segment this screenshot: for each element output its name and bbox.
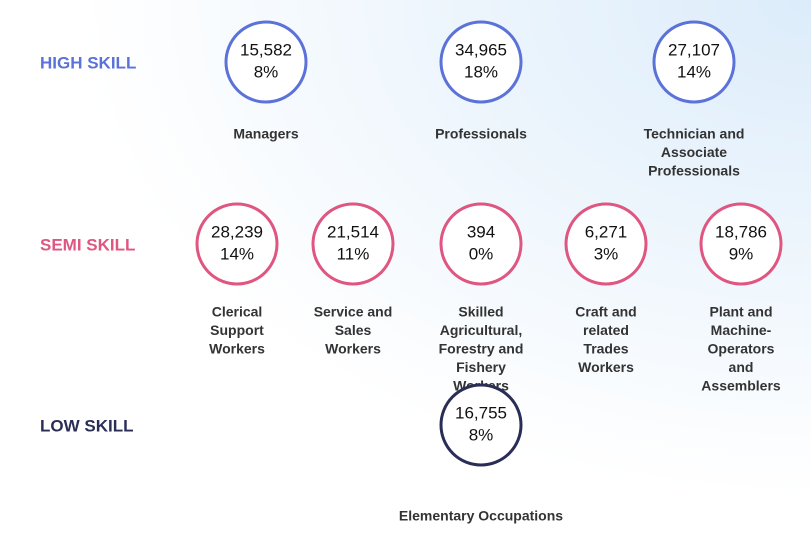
- percent: 8%: [254, 62, 279, 81]
- occupation-circle: [311, 202, 395, 286]
- count: 15,582: [240, 40, 292, 59]
- occupation-name: Skilled: [458, 304, 503, 320]
- occupation-name: Professionals: [435, 126, 527, 142]
- occupation-name: Support: [210, 322, 264, 338]
- occupation-circle: [652, 20, 736, 104]
- group-label: LOW SKILL: [40, 416, 133, 435]
- count: 6,271: [585, 222, 628, 241]
- percent: 8%: [469, 425, 494, 444]
- occupation-name: Managers: [233, 126, 299, 142]
- count: 34,965: [455, 40, 507, 59]
- occupation-circle: [699, 202, 783, 286]
- count: 21,514: [327, 222, 379, 241]
- occupation-name: Assemblers: [701, 378, 781, 394]
- occupation-circle: [224, 20, 308, 104]
- occupation-name: Operators: [708, 341, 775, 357]
- occupation-name: Technician and: [644, 126, 745, 142]
- percent: 0%: [469, 244, 494, 263]
- occupation-name: Fishery: [456, 359, 506, 375]
- occupation-circle: [439, 202, 523, 286]
- percent: 14%: [677, 62, 711, 81]
- occupation-name: Agricultural,: [440, 322, 522, 338]
- group-label: SEMI SKILL: [40, 235, 135, 254]
- percent: 14%: [220, 244, 254, 263]
- occupation-circle: [439, 20, 523, 104]
- occupation-name: Associate: [661, 144, 727, 160]
- percent: 11%: [337, 244, 370, 263]
- occupation-name: Professionals: [648, 163, 740, 179]
- count: 18,786: [715, 222, 767, 241]
- occupation-name: and: [729, 359, 754, 375]
- percent: 9%: [729, 244, 754, 263]
- percent: 3%: [594, 244, 619, 263]
- occupation-name: Elementary Occupations: [399, 508, 563, 524]
- occupation-name: Plant and: [709, 304, 772, 320]
- occupation-circle: [564, 202, 648, 286]
- count: 27,107: [668, 40, 720, 59]
- occupation-name: Trades: [583, 341, 628, 357]
- occupation-circle: [439, 383, 523, 467]
- count: 28,239: [211, 222, 263, 241]
- occupation-name: Sales: [335, 322, 372, 338]
- count: 394: [467, 222, 495, 241]
- count: 16,755: [455, 403, 507, 422]
- occupation-circle: [195, 202, 279, 286]
- occupation-name: Craft and: [575, 304, 636, 320]
- group-label: HIGH SKILL: [40, 53, 136, 72]
- occupation-name: Forestry and: [439, 341, 524, 357]
- occupation-name: Workers: [209, 341, 265, 357]
- occupation-name: Workers: [325, 341, 381, 357]
- occupation-name: Service and: [314, 304, 393, 320]
- occupation-name: related: [583, 322, 629, 338]
- percent: 18%: [464, 62, 498, 81]
- occupation-name: Clerical: [212, 304, 263, 320]
- occupation-name: Workers: [578, 359, 634, 375]
- occupation-name: Machine-: [711, 322, 772, 338]
